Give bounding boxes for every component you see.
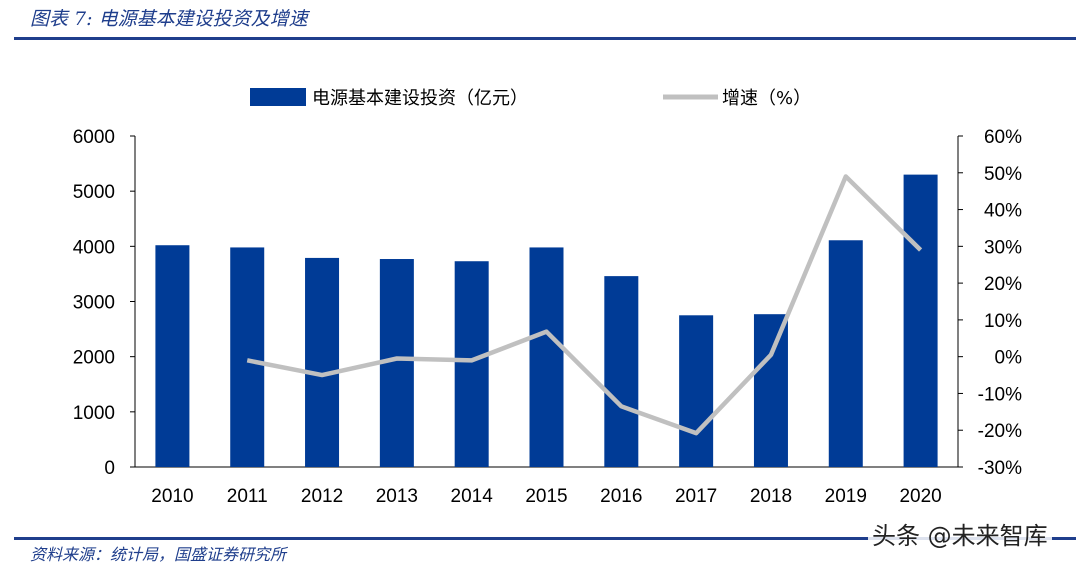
bar-2019 (828, 240, 863, 467)
bar-2020 (903, 174, 938, 467)
left-tick-label: 4000 (73, 237, 115, 258)
right-tick-label: 20% (984, 274, 1022, 295)
x-tick-label: 2012 (301, 486, 343, 507)
x-tick-label: 2015 (525, 486, 567, 507)
legend-bar-swatch (250, 88, 306, 106)
bar-2011 (230, 247, 265, 467)
bottom-rule (14, 537, 1076, 540)
right-tick-label: 0% (995, 348, 1023, 369)
x-tick-label: 2011 (227, 486, 268, 507)
x-tick-label: 2014 (451, 486, 494, 507)
bar-2016 (604, 276, 639, 467)
source-note: 资料来源：统计局，国盛证券研究所 (30, 545, 287, 564)
bar-2010 (155, 245, 190, 467)
left-tick-label: 2000 (73, 348, 115, 369)
left-tick-label: 0 (104, 458, 115, 479)
x-tick-label: 2018 (750, 486, 792, 507)
bar-2018 (753, 314, 788, 467)
bar-2017 (679, 315, 714, 467)
left-tick-label: 6000 (73, 127, 115, 148)
x-tick-label: 2017 (675, 486, 717, 507)
growth-line (246, 174, 923, 436)
top-rule (14, 37, 1076, 40)
right-tick-label: 40% (984, 201, 1022, 222)
bar-2014 (454, 261, 489, 467)
bar-2012 (305, 257, 340, 467)
right-tick-label: 60% (984, 127, 1022, 148)
bar-2015 (529, 247, 564, 467)
x-tick-label: 2020 (899, 486, 941, 507)
x-tick-label: 2019 (825, 486, 867, 507)
right-tick-label: 30% (984, 237, 1022, 258)
x-tick-label: 2010 (151, 486, 193, 507)
legend-bar-label: 电源基本建设投资（亿元） (312, 88, 528, 109)
left-tick-label: 1000 (73, 403, 115, 424)
right-tick-label: -30% (978, 458, 1022, 479)
legend: 电源基本建设投资（亿元） 增速（%） (250, 88, 811, 109)
legend-line-label: 增速（%） (722, 88, 811, 109)
x-tick-label: 2013 (376, 486, 418, 507)
x-tick-label: 2016 (600, 486, 642, 507)
right-tick-label: 50% (984, 164, 1022, 185)
left-tick-label: 5000 (73, 182, 115, 203)
right-tick-label: -20% (978, 421, 1022, 442)
watermark: 头条 @未来智库 (868, 516, 1052, 551)
right-tick-label: 10% (984, 311, 1022, 332)
left-tick-label: 3000 (73, 293, 115, 314)
right-tick-label: -10% (978, 384, 1022, 405)
figure-title: 图表 7: 电源基本建设投资及增速 (30, 8, 308, 30)
